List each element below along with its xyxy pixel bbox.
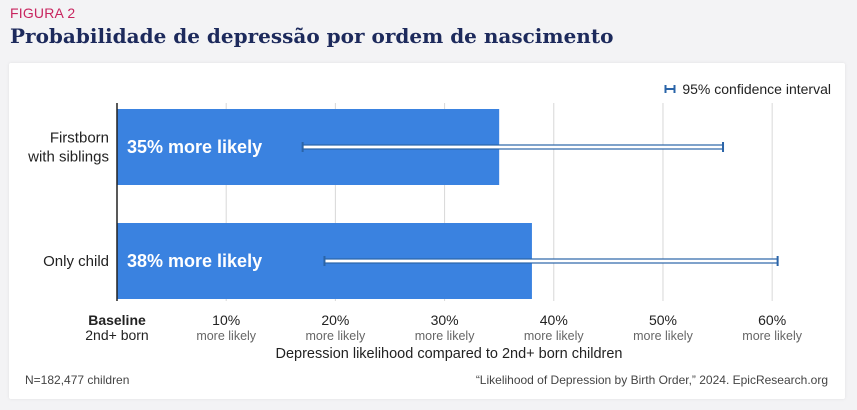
tick-sublabel: more likely <box>524 329 584 343</box>
bar-chart: 35% more likely Firstborn with siblings 38%… <box>27 103 803 362</box>
source-note: “Likelihood of Depression by Birth Order… <box>475 373 828 387</box>
chart-card: 35% more likely Firstborn with siblings 38%… <box>9 63 845 399</box>
legend: 95% confidence interval <box>664 81 831 97</box>
category-label: Firstborn <box>50 130 109 147</box>
bar-label: 38% more likely <box>127 251 262 271</box>
bar-label: 35% more likely <box>127 137 262 157</box>
chart-title: Probabilidade de depressão por ordem de … <box>10 24 614 48</box>
tick-sublabel: more likely <box>742 329 802 343</box>
confidence-interval <box>323 258 779 264</box>
tick-label: 20% <box>321 312 349 328</box>
confidence-interval-icon <box>664 85 676 93</box>
tick-label: 30% <box>431 312 459 328</box>
legend-label: 95% confidence interval <box>682 81 831 97</box>
tick-label: 10% <box>212 312 240 328</box>
tick-label: 50% <box>649 312 677 328</box>
tick-sublabel: 2nd+ born <box>85 327 148 343</box>
tick-sublabel: more likely <box>306 329 366 343</box>
confidence-interval <box>302 144 724 150</box>
tick-label: Baseline <box>88 312 146 328</box>
category-label: Only child <box>43 253 109 270</box>
x-axis-label: Depression likelihood compared to 2nd+ b… <box>275 346 622 362</box>
sample-size-note: N=182,477 children <box>25 373 130 387</box>
tick-sublabel: more likely <box>196 329 256 343</box>
category-label: with siblings <box>27 149 109 166</box>
tick-label: 60% <box>758 312 786 328</box>
tick-label: 40% <box>540 312 568 328</box>
tick-sublabel: more likely <box>633 329 693 343</box>
figure-label: FIGURA 2 <box>10 5 76 21</box>
tick-sublabel: more likely <box>415 329 475 343</box>
